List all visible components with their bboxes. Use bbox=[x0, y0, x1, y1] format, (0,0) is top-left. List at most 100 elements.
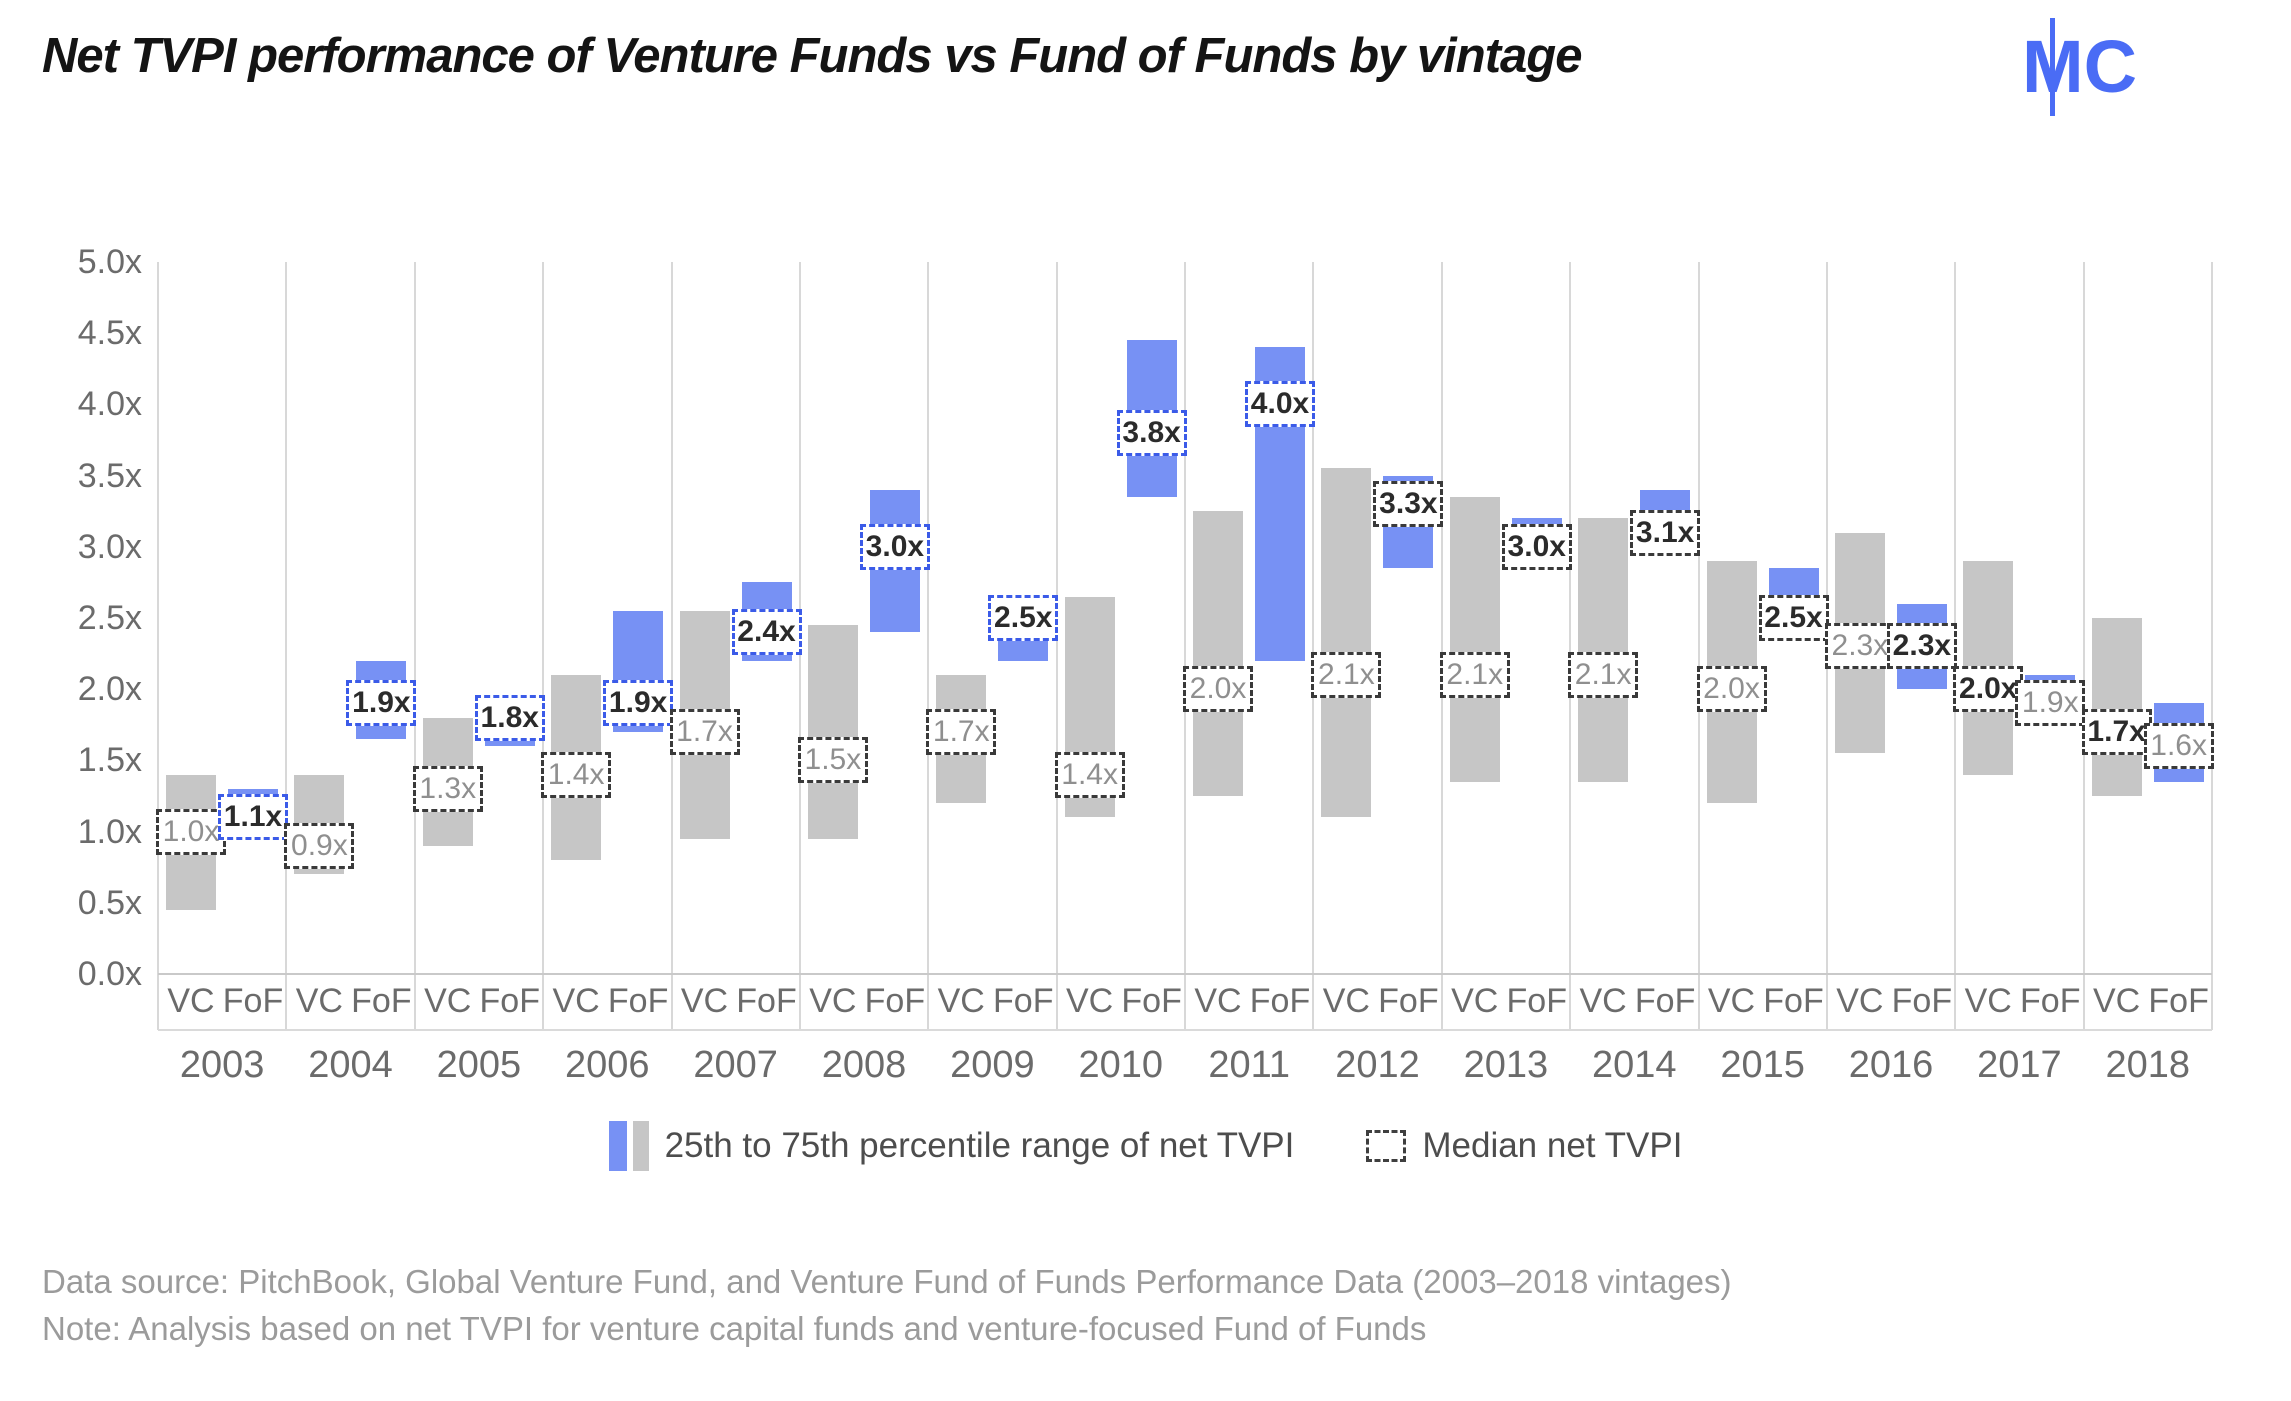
y-tick-label: 1.0x bbox=[77, 812, 142, 851]
year-label: 2003 bbox=[179, 1044, 265, 1086]
fof-median-label: 1.8x bbox=[474, 694, 545, 741]
fof-median-label: 2.3x bbox=[1886, 623, 1957, 670]
fof-column-label: FoF bbox=[1634, 982, 1696, 1020]
vc-median-label: 1.4x bbox=[541, 751, 612, 798]
tvpi-range-chart: 5.0x 4.5x 4.0x 3.5x 3.0x 2.5x 2.0x 1.5x 1.0x 0.5x… bbox=[77, 243, 2214, 1086]
vc-column-label: VC bbox=[1066, 982, 1114, 1020]
vc-median-label: 0.9x bbox=[284, 822, 355, 869]
brand-logo: M C bbox=[2022, 18, 2138, 116]
y-tick-label: 3.5x bbox=[77, 456, 142, 495]
gridline bbox=[285, 262, 288, 1030]
year-label: 2004 bbox=[308, 1044, 393, 1086]
x-axis-line bbox=[158, 973, 2212, 975]
gridline bbox=[670, 262, 673, 1030]
fof-column-label: FoF bbox=[993, 982, 1054, 1020]
page-title: Net TVPI performance of Venture Funds vs… bbox=[42, 29, 1582, 83]
year-label: 2008 bbox=[821, 1044, 907, 1086]
label-band-line bbox=[158, 1029, 2212, 1031]
gridline bbox=[1697, 262, 1700, 1030]
fof-median-label: 3.8x bbox=[1116, 409, 1187, 456]
fof-column-label: FoF bbox=[222, 982, 284, 1020]
year-label: 2012 bbox=[1335, 1044, 1420, 1086]
fof-column-label: FoF bbox=[864, 982, 926, 1020]
vc-column-label: VC bbox=[1707, 982, 1756, 1020]
vc-median-label: 1.3x bbox=[412, 765, 483, 812]
fof-column-label: FoF bbox=[2148, 982, 2209, 1020]
fof-median-label: 3.3x bbox=[1373, 481, 1444, 528]
gridline bbox=[1055, 262, 1058, 1030]
year-label: 2013 bbox=[1463, 1044, 1549, 1086]
legend-median-icon bbox=[1366, 1130, 1407, 1162]
vc-column-label: VC bbox=[1964, 982, 2012, 1020]
vc-median-label: 2.0x bbox=[1696, 666, 1767, 713]
vc-column-label: VC bbox=[1322, 982, 1370, 1020]
gridline bbox=[542, 262, 545, 1030]
fof-column-label: FoF bbox=[1249, 982, 1311, 1020]
vc-range-bar bbox=[807, 625, 858, 839]
year-label: 2011 bbox=[1208, 1044, 1291, 1086]
gridline bbox=[413, 262, 416, 1030]
gridline bbox=[1440, 262, 1443, 1030]
fof-median-label: 1.1x bbox=[218, 794, 288, 841]
vc-median-label: 2.3x bbox=[1824, 623, 1895, 670]
fof-column-label: FoF bbox=[1121, 982, 1182, 1020]
fof-range-bar bbox=[1640, 489, 1691, 512]
fof-median-label: 2.4x bbox=[731, 609, 802, 656]
fof-median-label: 4.0x bbox=[1245, 381, 1315, 428]
legend-vc-swatch bbox=[632, 1121, 649, 1171]
vc-column-label: VC bbox=[552, 982, 600, 1020]
legend-range-label: 25th to 75th percentile range of net TVP… bbox=[664, 1126, 1295, 1165]
year-label: 2006 bbox=[565, 1044, 650, 1086]
fof-median-label: 3.1x bbox=[1630, 509, 1701, 556]
fof-range-bar bbox=[1768, 568, 1819, 597]
analysis-note: Note: Analysis based on net TVPI for ven… bbox=[42, 1310, 1427, 1347]
gridline bbox=[157, 262, 159, 1030]
vc-column-label: VC bbox=[167, 982, 215, 1020]
fof-column-label: FoF bbox=[479, 982, 540, 1020]
y-tick-label: 2.5x bbox=[77, 599, 142, 637]
y-tick-label: 4.5x bbox=[77, 314, 142, 353]
fof-median-label: 3.0x bbox=[1501, 523, 1572, 570]
vc-column-label: VC bbox=[295, 982, 343, 1020]
legend-median-label: Median net TVPI bbox=[1422, 1126, 1683, 1165]
year-label: 2005 bbox=[436, 1044, 522, 1086]
fof-median-label: 2.5x bbox=[988, 595, 1059, 641]
vc-range-bar bbox=[2091, 618, 2142, 796]
y-tick-label: 3.0x bbox=[77, 527, 142, 566]
logo-letter-c: C bbox=[2083, 25, 2138, 108]
vc-median-label: 2.1x bbox=[1568, 651, 1639, 698]
year-label: 2009 bbox=[950, 1044, 1035, 1086]
vc-range-bar bbox=[1321, 468, 1372, 818]
y-tick-label: 2.0x bbox=[77, 670, 142, 709]
y-tick-label: 0.0x bbox=[77, 955, 142, 993]
gridline bbox=[2211, 262, 2213, 1030]
fof-column-label: FoF bbox=[1763, 982, 1824, 1020]
year-label: 2010 bbox=[1078, 1044, 1164, 1086]
fof-range-bar bbox=[998, 639, 1049, 661]
vc-column-label: VC bbox=[937, 982, 985, 1020]
year-label: 2016 bbox=[1848, 1044, 1934, 1086]
vc-median-label: 1.7x bbox=[926, 708, 997, 755]
fof-column-label: FoF bbox=[2020, 982, 2081, 1020]
fof-median-label: 1.9x bbox=[2015, 680, 2086, 727]
fof-column-label: FoF bbox=[351, 982, 412, 1020]
y-tick-label: 1.5x bbox=[77, 741, 142, 780]
fof-column-label: FoF bbox=[1506, 982, 1567, 1020]
vc-range-bar bbox=[1193, 511, 1243, 796]
y-tick-label: 4.0x bbox=[77, 385, 142, 424]
footnotes: Data source: PitchBook, Global Venture F… bbox=[42, 1258, 1732, 1352]
vc-median-label: 1.5x bbox=[797, 737, 868, 784]
vc-column-label: VC bbox=[680, 982, 729, 1020]
year-label: 2018 bbox=[2105, 1044, 2191, 1086]
vc-median-label: 1.4x bbox=[1054, 751, 1125, 798]
gridline bbox=[927, 262, 930, 1030]
fof-median-label: 1.9x bbox=[603, 680, 674, 727]
gridline bbox=[2082, 262, 2085, 1030]
chart-legend: 25th to 75th percentile range of net TVP… bbox=[0, 1118, 2291, 1174]
fof-column-label: FoF bbox=[1891, 982, 1953, 1020]
logo-divider bbox=[2050, 18, 2055, 116]
vc-median-label: 1.7x bbox=[669, 708, 740, 755]
vc-median-label: 2.0x bbox=[1183, 666, 1253, 713]
y-tick-label: 5.0x bbox=[77, 243, 142, 281]
vc-column-label: VC bbox=[424, 982, 472, 1020]
